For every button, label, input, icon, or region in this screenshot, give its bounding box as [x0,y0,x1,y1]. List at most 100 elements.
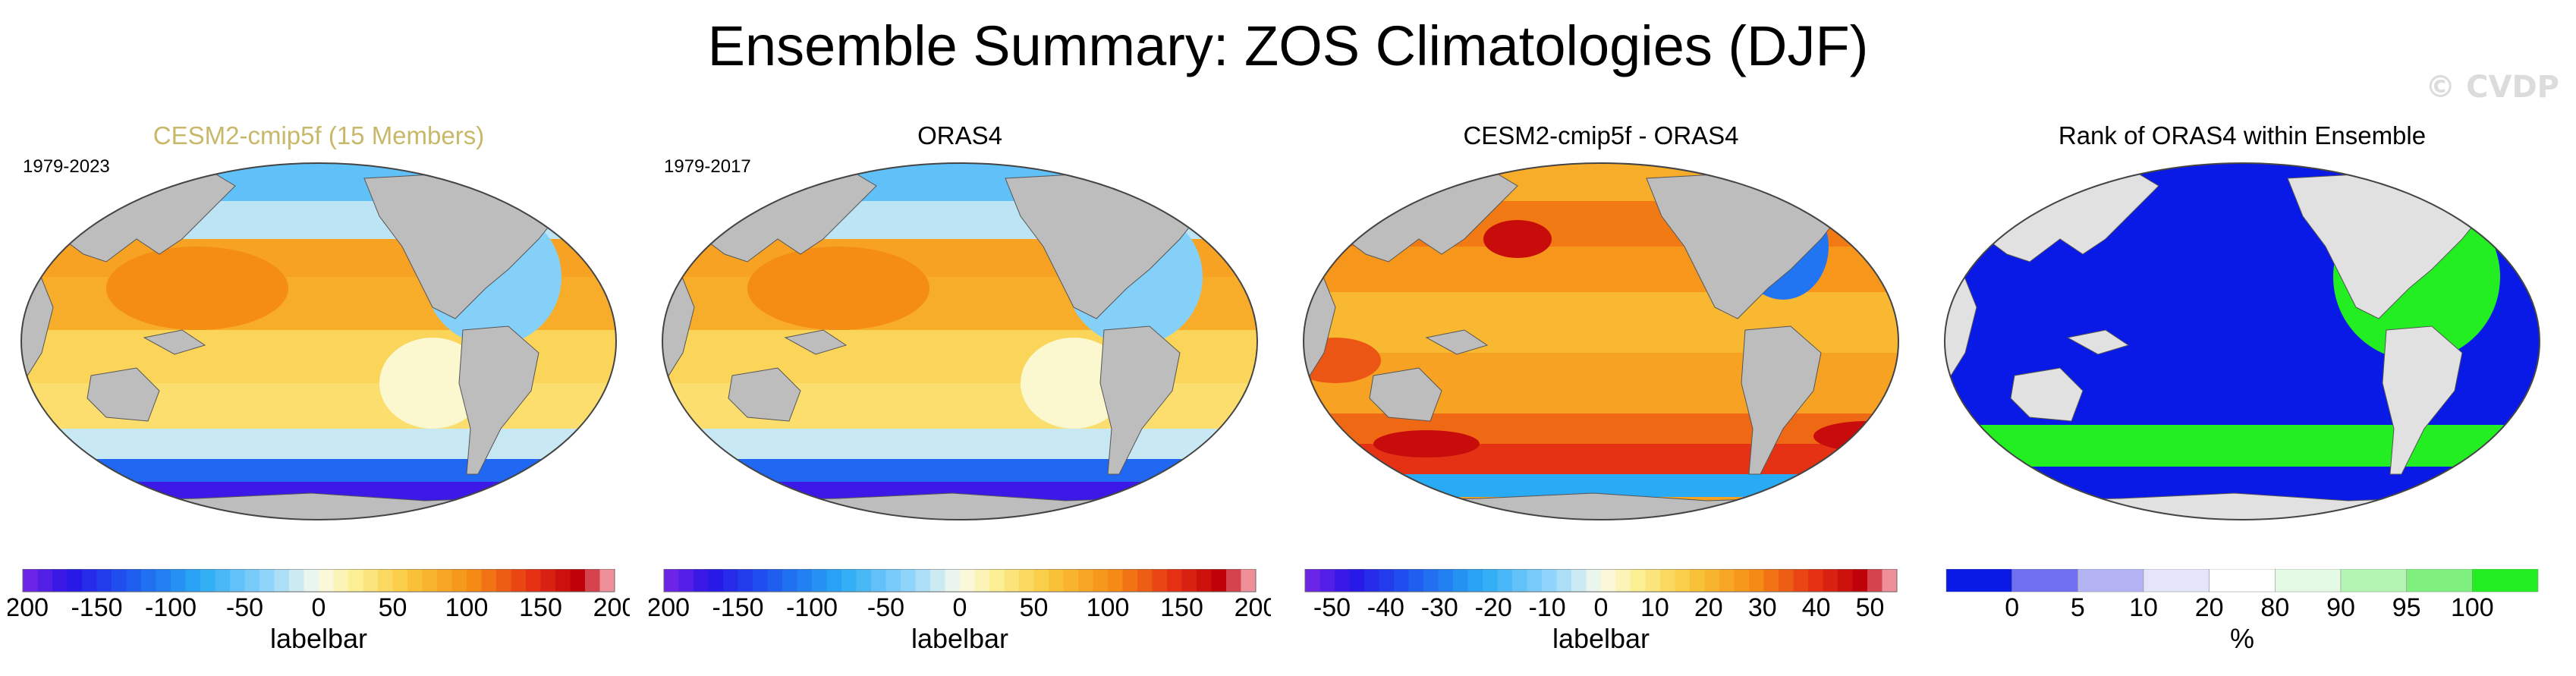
panel-oras4: ORAS4 1979-2017 -200 -150 -100 -50 0 50 100 150… [649,114,1271,676]
colorbar-tick-label: -200 [649,593,690,622]
colorbar-box [1601,569,1616,592]
colorbar-box [1556,569,1572,592]
map-border [1944,162,2540,520]
colorbar-tick-label: -40 [1367,593,1404,622]
colorbar-box [1033,569,1049,592]
land-greenland [1172,166,1234,209]
colorbar-box [437,569,452,592]
colorbar-box [511,569,527,592]
colorbar-box [974,569,990,592]
colorbar-box [126,569,142,592]
panel-title: CESM2-cmip5f (15 Members) [153,121,485,149]
colorbar-box [481,569,497,592]
colorbar-tick-label: 10 [2129,593,2158,622]
colorbar-box [185,569,201,592]
colorbar-box [1615,569,1631,592]
colorbar-box [1734,569,1750,592]
colorbar-title: labelbar [1552,623,1650,654]
colorbar-box [23,569,38,592]
colorbar-box [1423,569,1439,592]
map-field [1945,163,2540,520]
colorbar-box [1467,569,1483,592]
kuroshio-pos-anomaly [1483,220,1552,258]
colorbar-tick-label: -30 [1421,593,1458,622]
colorbar-box [1108,569,1123,592]
land-indonesia [784,329,848,355]
land-indonesia [2066,329,2130,355]
colorbar-box [1823,569,1838,592]
colorbar-tick-label: 10 [1640,593,1669,622]
map-field [21,163,616,520]
colorbar-tick-label: 80 [2260,593,2289,622]
colorbar-frame [1304,569,1898,593]
colorbar-box [723,569,738,592]
lat-band [662,163,1257,201]
colorbar-box [1078,569,1093,592]
colorbar-box [585,569,600,592]
colorbar-box [1349,569,1365,592]
colorbar-tick-label: 5 [2071,593,2085,622]
colorbar-box [451,569,467,592]
colorbar-tick-label: 40 [1802,593,1831,622]
colorbar-box [1241,569,1257,592]
land-australia [1369,367,1442,422]
land-australia [2010,367,2084,422]
colorbar-box [989,569,1005,592]
colorbar-box [1211,569,1227,592]
colorbar-tick-label: 100 [1087,593,1130,622]
colorbar-box [289,569,304,592]
colorbar-box [1408,569,1424,592]
colorbar-box [215,569,231,592]
colorbar-box [1631,569,1646,592]
colorbar-box [304,569,319,592]
colorbar-title: labelbar [269,623,368,654]
colorbar-tick-label: 150 [519,593,562,622]
colorbar-box [1675,569,1691,592]
map-border [1303,162,1899,520]
colorbar-box [230,569,245,592]
colorbar-tick-label: 90 [2326,593,2355,622]
colorbar-box [1512,569,1527,592]
colorbar-box [782,569,797,592]
colorbar-box [319,569,334,592]
colorbar: 0 5 10 20 80 90 95 100 [1945,569,2539,622]
colorbar-tick-label: 50 [379,593,407,622]
colorbar-box [797,569,813,592]
colorbar-box [526,569,541,592]
colorbar-box [738,569,753,592]
colorbar-box [1364,569,1379,592]
colorbar-box [467,569,482,592]
colorbar-tick-label: -20 [1475,593,1512,622]
colorbar-box [1226,569,1241,592]
colorbar-tick-label: -50 [867,593,904,622]
colorbar-tick-label: 50 [1020,593,1049,622]
colorbar-box [555,569,571,592]
colorbar-box [570,569,586,592]
colorbar-box [407,569,423,592]
colorbar-box [1763,569,1779,592]
colorbar-tick-label: -100 [145,593,197,622]
colorbar-box [1571,569,1587,592]
colorbar-box [363,569,379,592]
colorbar-box [1019,569,1034,592]
colorbar-box [348,569,363,592]
colorbar-tick-label: 200 [593,593,630,622]
colorbar: -200 -150 -100 -50 0 50 100 150 200 [8,569,630,622]
panel-title: Rank of ORAS4 within Ensemble [2058,121,2427,149]
colorbar-frame [22,569,615,593]
east-pacific-region [1021,338,1127,429]
colorbar-box [1645,569,1661,592]
colorbar-box [1779,569,1794,592]
land-southAmerica [1741,325,1822,475]
colorbar-box [156,569,171,592]
colorbar-box [82,569,97,592]
colorbar-tick-label: 50 [1856,593,1885,622]
colorbar-box [1093,569,1109,592]
colorbar-box [753,569,768,592]
colorbar-box [856,569,872,592]
colorbar-box [37,569,53,592]
colorbar-box [2011,569,2078,593]
colorbar-box [767,569,783,592]
colorbar-tick-label: 20 [1694,593,1723,622]
colorbar-tick-label: 0 [953,593,967,622]
